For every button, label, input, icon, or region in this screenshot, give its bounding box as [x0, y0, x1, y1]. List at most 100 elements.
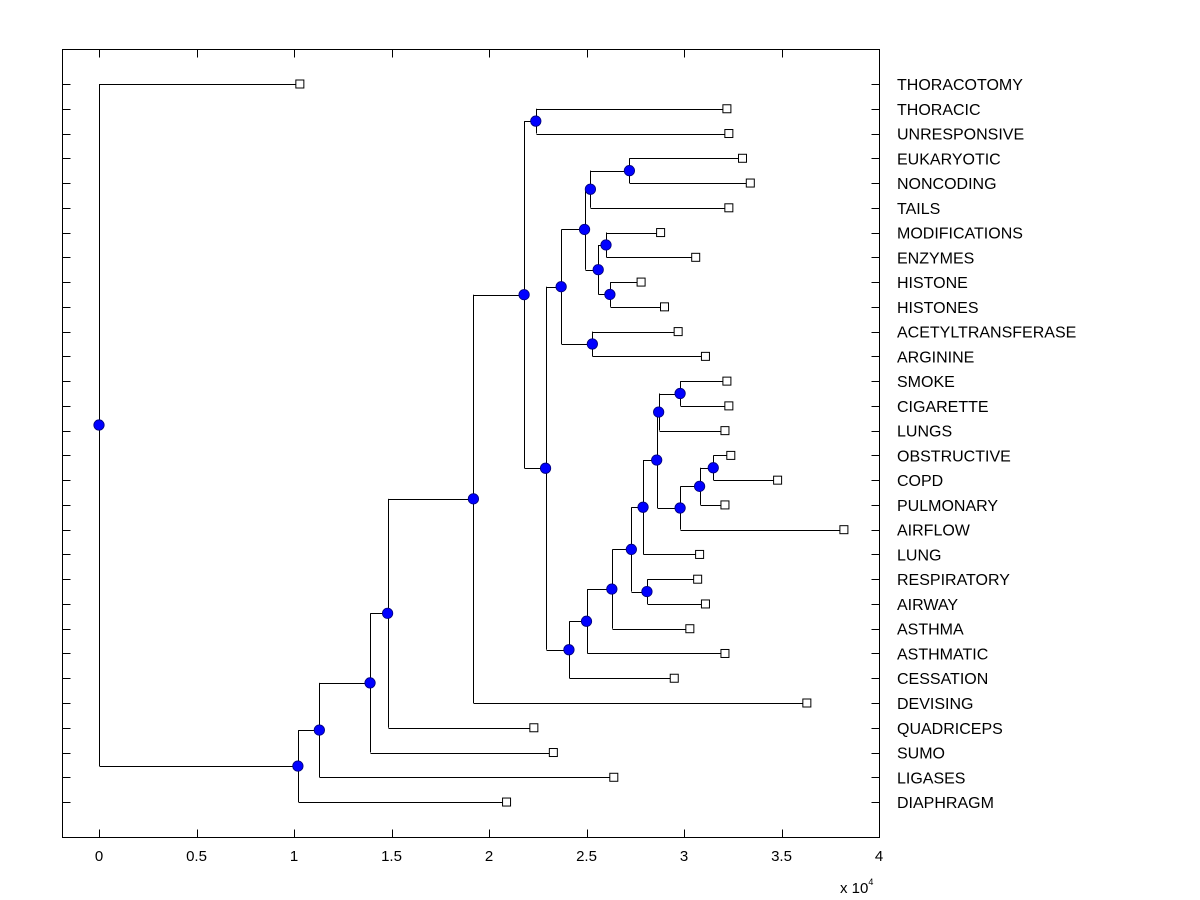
internal-node — [93, 419, 105, 431]
internal-node — [600, 239, 612, 251]
leaf-label: LUNGS — [897, 424, 952, 441]
leaf-marker — [724, 401, 734, 411]
leaf-marker — [720, 648, 730, 658]
leaf-marker — [722, 104, 732, 114]
leaf-marker — [726, 450, 736, 460]
x-tick-label: 2 — [485, 848, 493, 865]
internal-node — [592, 264, 604, 276]
leaf-marker — [695, 549, 705, 559]
internal-node — [606, 583, 618, 595]
axis-ticks — [62, 49, 880, 838]
internal-node — [381, 607, 394, 619]
x-tick-label: 1.5 — [381, 848, 402, 865]
leaf-marker — [802, 698, 812, 708]
internal-node — [292, 760, 304, 772]
leaf-marker — [609, 772, 619, 782]
internal-node — [586, 338, 598, 350]
internal-node — [539, 462, 552, 474]
leaf-label: THORACIC — [897, 102, 981, 119]
leaf-label: ASTHMATIC — [897, 646, 988, 663]
leaf-marker — [724, 203, 734, 213]
leaf-label: ARGININE — [897, 349, 974, 366]
leaf-marker — [295, 79, 305, 89]
internal-node — [653, 406, 665, 418]
internal-node — [530, 115, 542, 127]
leaf-label: UNRESPONSIVE — [897, 127, 1024, 144]
leaf-labels: THORACOTOMY THORACIC UNRESPONSIVE EUKARYOTI… — [897, 77, 1076, 812]
leaf-label: SUMO — [897, 746, 945, 763]
leaf-marker — [529, 723, 539, 733]
internal-node — [674, 502, 686, 514]
internal-node — [625, 543, 637, 556]
leaf-marker — [720, 426, 730, 436]
x-multiplier-base: x 10 — [840, 880, 868, 897]
x-multiplier-label: x 104 — [840, 877, 873, 897]
internal-node — [641, 585, 653, 598]
leaf-marker — [839, 525, 849, 535]
internal-node — [693, 480, 706, 492]
x-tick-label: 0.5 — [186, 848, 207, 865]
leaf-label: LIGASES — [897, 770, 965, 787]
internal-node — [584, 183, 597, 195]
leaf-label: EUKARYOTIC — [897, 151, 1001, 168]
x-tick-labels: 0 0.5 1 1.5 2 2.5 3 3.5 4 — [95, 848, 883, 865]
x-tick-label: 3.5 — [771, 848, 792, 865]
leaf-marker — [700, 599, 710, 609]
leaf-marker — [720, 500, 730, 510]
leaf-marker — [636, 277, 646, 287]
internal-node — [707, 462, 719, 474]
leaf-marker — [502, 797, 512, 807]
leaf-marker — [673, 327, 683, 337]
x-tick-label: 2.5 — [576, 848, 597, 865]
leaf-marker — [656, 228, 666, 238]
leaf-label: LUNG — [897, 547, 941, 564]
plot-area — [62, 49, 880, 838]
internal-node — [604, 288, 616, 301]
leaf-marker — [669, 673, 679, 683]
x-tick-label: 4 — [875, 848, 883, 865]
internal-node — [651, 454, 663, 466]
internal-node — [578, 223, 591, 236]
leaf-label: ENZYMES — [897, 250, 974, 267]
leaf-marker — [745, 178, 755, 188]
leaf-label: NONCODING — [897, 176, 997, 193]
leaf-label: ACETYLTRANSFERASE — [897, 325, 1076, 342]
leaf-label: HISTONES — [897, 300, 979, 317]
internal-node — [364, 677, 376, 689]
leaf-label: THORACOTOMY — [897, 77, 1023, 94]
leaf-label: TAILS — [897, 201, 940, 218]
leaf-label: ASTHMA — [897, 622, 964, 639]
leaf-label: HISTONE — [897, 275, 968, 292]
leaf-marker — [724, 129, 734, 139]
leaf-marker — [722, 376, 732, 386]
internal-node — [580, 615, 593, 627]
internal-node — [674, 387, 686, 400]
leaf-label: CIGARETTE — [897, 399, 989, 416]
leaf-markers — [295, 79, 849, 807]
x-tick-label: 1 — [290, 848, 298, 865]
leaf-label: COPD — [897, 473, 943, 490]
internal-node — [313, 724, 325, 736]
leaf-marker — [693, 574, 703, 584]
leaf-label: DIAPHRAGM — [897, 795, 994, 812]
leaf-label: OBSTRUCTIVE — [897, 448, 1011, 465]
x-tick-label: 3 — [680, 848, 688, 865]
internal-node — [637, 501, 649, 513]
x-tick-label: 0 — [95, 848, 103, 865]
x-multiplier-exponent: 4 — [868, 877, 873, 887]
leaf-label: QUADRICEPS — [897, 721, 1003, 738]
leaf-label: DEVISING — [897, 696, 973, 713]
leaf-marker — [700, 351, 710, 361]
leaf-label: AIRFLOW — [897, 523, 971, 540]
leaf-marker — [738, 153, 747, 163]
leaf-label: SMOKE — [897, 374, 955, 391]
leaf-label: MODIFICATIONS — [897, 226, 1023, 243]
internal-node — [555, 281, 567, 293]
leaf-marker — [685, 624, 695, 634]
leaf-label: CESSATION — [897, 671, 988, 688]
internal-node — [467, 493, 479, 505]
leaf-marker — [691, 252, 701, 262]
internal-node — [623, 165, 636, 177]
node-markers — [93, 115, 719, 772]
